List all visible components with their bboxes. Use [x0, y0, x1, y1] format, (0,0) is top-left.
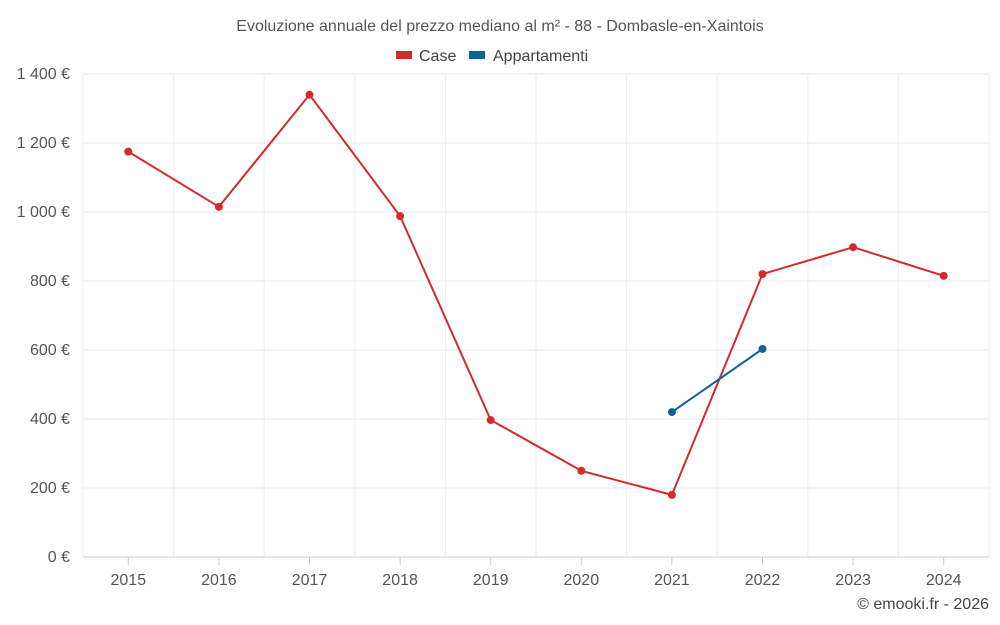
data-point-case[interactable]: [486, 416, 495, 425]
series-line-case: [127, 93, 945, 496]
data-point-case[interactable]: [124, 147, 133, 156]
data-point-case[interactable]: [305, 90, 314, 99]
y-tick-label: 0 €: [48, 549, 70, 566]
series: [124, 90, 948, 499]
x-tick-label: 2018: [382, 572, 418, 589]
x-tick-label: 2020: [564, 572, 600, 589]
data-point-case[interactable]: [939, 271, 948, 280]
data-point-case[interactable]: [849, 243, 858, 252]
y-tick-label: 600 €: [30, 342, 70, 359]
y-tick-label: 1 000 €: [17, 204, 70, 221]
axes: 0 € 200 € 400 € 600 € 800 € 1 000 € 1 200 € 1 4…: [17, 66, 989, 589]
legend-label-case: Case: [419, 48, 456, 65]
data-point-case[interactable]: [758, 270, 767, 279]
legend-item-appartamenti[interactable]: Appartamenti: [469, 48, 588, 65]
legend: Case Appartamenti: [396, 48, 588, 65]
y-tick-label: 800 €: [30, 273, 70, 290]
data-point-appartamenti[interactable]: [667, 408, 676, 417]
x-tick-label: 2021: [654, 572, 690, 589]
y-tick-label: 200 €: [30, 480, 70, 497]
y-tick-label: 1 200 €: [17, 135, 70, 152]
y-tick-label: 400 €: [30, 411, 70, 428]
x-tick-label: 2024: [926, 572, 962, 589]
x-tick-label: 2015: [111, 572, 147, 589]
x-tick-label: 2017: [292, 572, 328, 589]
data-point-case[interactable]: [214, 202, 223, 211]
credit-text: © emooki.fr - 2026: [857, 596, 989, 613]
chart-title: Evoluzione annuale del prezzo mediano al…: [236, 18, 763, 35]
series-line-appartamenti: [671, 348, 764, 413]
legend-item-case[interactable]: Case: [396, 48, 456, 65]
data-point-appartamenti[interactable]: [758, 344, 767, 353]
x-tick-label: 2023: [835, 572, 871, 589]
data-point-case[interactable]: [577, 466, 586, 475]
grid: [82, 73, 990, 557]
x-tick-label: 2022: [745, 572, 781, 589]
legend-label-appartamenti: Appartamenti: [493, 48, 588, 65]
x-tick-label: 2016: [201, 572, 237, 589]
y-tick-label: 1 400 €: [17, 66, 70, 83]
data-point-case[interactable]: [667, 490, 676, 499]
legend-swatch-case: [396, 51, 412, 59]
x-tick-label: 2019: [473, 572, 509, 589]
data-point-case[interactable]: [396, 212, 405, 221]
legend-swatch-appartamenti: [469, 51, 485, 59]
